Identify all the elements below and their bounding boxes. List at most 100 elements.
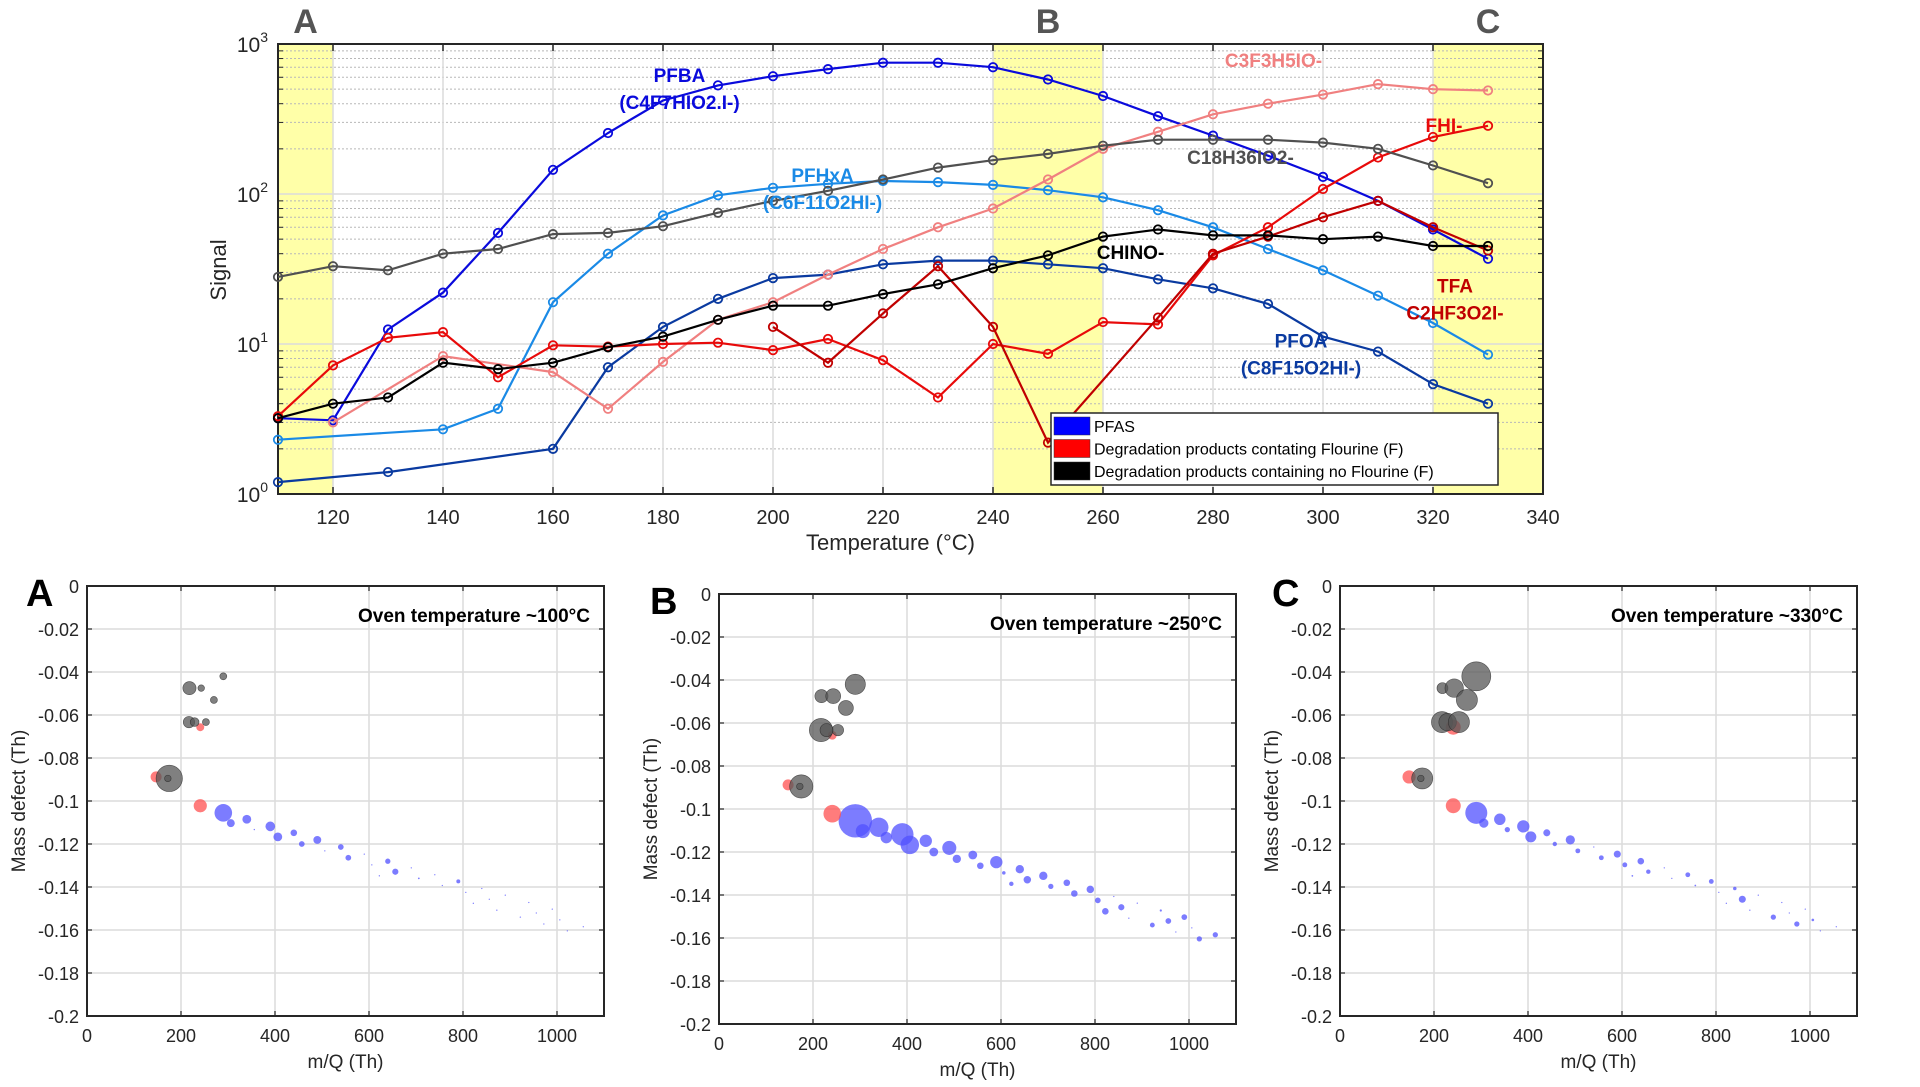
data-point — [547, 443, 559, 454]
scatter-point-pfas — [1048, 883, 1054, 890]
data-point — [822, 357, 834, 368]
y-axis-label: Mass defect (Th) — [641, 738, 662, 881]
data-point — [1042, 174, 1054, 185]
scatter-point-pfas — [265, 821, 276, 832]
scatter-point-pfas — [226, 819, 235, 828]
data-point — [327, 417, 339, 428]
data-point — [877, 308, 889, 319]
scatter-point-pfas — [919, 834, 932, 847]
scatter-point-pfas — [1504, 826, 1510, 833]
y-tick-label: -0.12 — [1291, 835, 1332, 855]
data-point — [767, 71, 779, 82]
scatter-point-pfas — [1094, 897, 1101, 904]
data-point — [1152, 319, 1164, 330]
series-label: (C6F11O2HI-) — [763, 193, 882, 214]
panel-letter: A — [26, 573, 53, 615]
data-point — [1207, 283, 1219, 294]
x-tick-label: 200 — [756, 507, 789, 529]
data-point — [272, 413, 284, 424]
x-tick-label: 400 — [260, 1026, 290, 1046]
data-point — [327, 360, 339, 371]
plot-frame — [86, 585, 605, 1017]
y-tick-label: -0.04 — [38, 663, 79, 683]
series-line-fhi- — [277, 124, 1489, 418]
x-tick-label: 200 — [798, 1034, 828, 1054]
y-tick-label: -0.04 — [1291, 663, 1332, 683]
data-point — [1152, 134, 1164, 145]
scatter-point-pfas — [1663, 867, 1665, 869]
data-point — [1427, 317, 1439, 329]
data-point — [1207, 230, 1219, 241]
band-letter-c: C — [1476, 3, 1501, 41]
y-tick-label: -0.16 — [38, 921, 79, 941]
x-tick-label: 140 — [426, 507, 459, 529]
x-tick-label: 220 — [866, 507, 899, 529]
scatter-point-pfas — [1733, 886, 1737, 891]
data-point — [987, 62, 999, 73]
scatter-point-pfas — [1196, 936, 1202, 942]
data-point — [437, 351, 449, 362]
x-tick-label: 280 — [1196, 507, 1229, 529]
data-point — [767, 182, 779, 193]
y-tick-label: -0.18 — [1291, 964, 1332, 984]
scatter-point-pfas — [298, 841, 305, 847]
series-line-chino- — [277, 228, 1488, 420]
x-tick-label: 800 — [1080, 1034, 1110, 1054]
y-tick-label: -0.12 — [38, 835, 79, 855]
highlight-band-a — [278, 44, 333, 494]
data-point — [932, 162, 944, 173]
series-label: PFHxA — [791, 166, 854, 187]
data-point — [877, 57, 889, 68]
y-tick-label: -0.02 — [670, 628, 711, 648]
data-point — [657, 338, 669, 350]
data-point — [657, 210, 669, 221]
legend-label: Degradation products contating Flourine … — [1094, 442, 1404, 459]
scatter-point-pfas — [481, 887, 483, 890]
band-letter-a: A — [293, 3, 318, 41]
data-point — [1262, 98, 1274, 109]
data-point — [602, 342, 614, 353]
x-tick-label: 600 — [1607, 1026, 1637, 1046]
data-point — [437, 357, 449, 368]
scatter-point-no-fluorine — [1461, 661, 1492, 692]
y-tick-label: -0.16 — [1291, 921, 1332, 941]
y-tick-label: -0.02 — [38, 620, 79, 640]
data-point — [1427, 379, 1439, 390]
x-tick-label: 180 — [646, 507, 679, 529]
scatter-point-pfas — [1598, 855, 1604, 861]
data-point — [987, 155, 999, 166]
scatter-point-no-fluorine — [210, 696, 218, 704]
data-point — [932, 261, 944, 272]
scatter-point-pfas — [1593, 846, 1595, 848]
scatter-point-pfas — [1543, 829, 1551, 837]
panel-letter: C — [1272, 573, 1299, 615]
scatter-point-no-fluorine — [831, 724, 844, 737]
x-tick-label: 340 — [1526, 507, 1559, 529]
data-point — [327, 398, 339, 409]
series-label: TFA — [1437, 277, 1473, 298]
scatter-point-pfas — [290, 829, 298, 837]
data-point — [712, 80, 724, 91]
y-axis-label: Mass defect (Th) — [1262, 730, 1283, 873]
scatter-point-pfas — [1770, 914, 1776, 920]
data-point — [492, 403, 504, 414]
scatter-point-pfas — [456, 879, 461, 884]
data-point — [932, 222, 944, 233]
x-tick-label: 1000 — [1790, 1026, 1830, 1046]
x-tick-label: 0 — [1335, 1026, 1345, 1046]
data-point — [987, 179, 999, 190]
legend-swatch — [1053, 439, 1091, 458]
y-tick-label: -0.04 — [670, 671, 711, 691]
data-point — [1317, 183, 1329, 195]
scatter-point-pfas — [1685, 872, 1691, 878]
scatter-point-pfas — [1102, 908, 1109, 915]
y-tick-label: -0.14 — [1291, 878, 1332, 898]
x-tick-label: 0 — [714, 1034, 724, 1054]
scatter-point-pfas — [1552, 841, 1557, 847]
scatter-point-pfas — [324, 850, 326, 852]
data-point — [877, 289, 889, 300]
data-point — [547, 366, 559, 378]
data-point — [1372, 79, 1384, 90]
scatter-point-pfas — [1694, 884, 1697, 887]
data-point — [437, 424, 449, 435]
